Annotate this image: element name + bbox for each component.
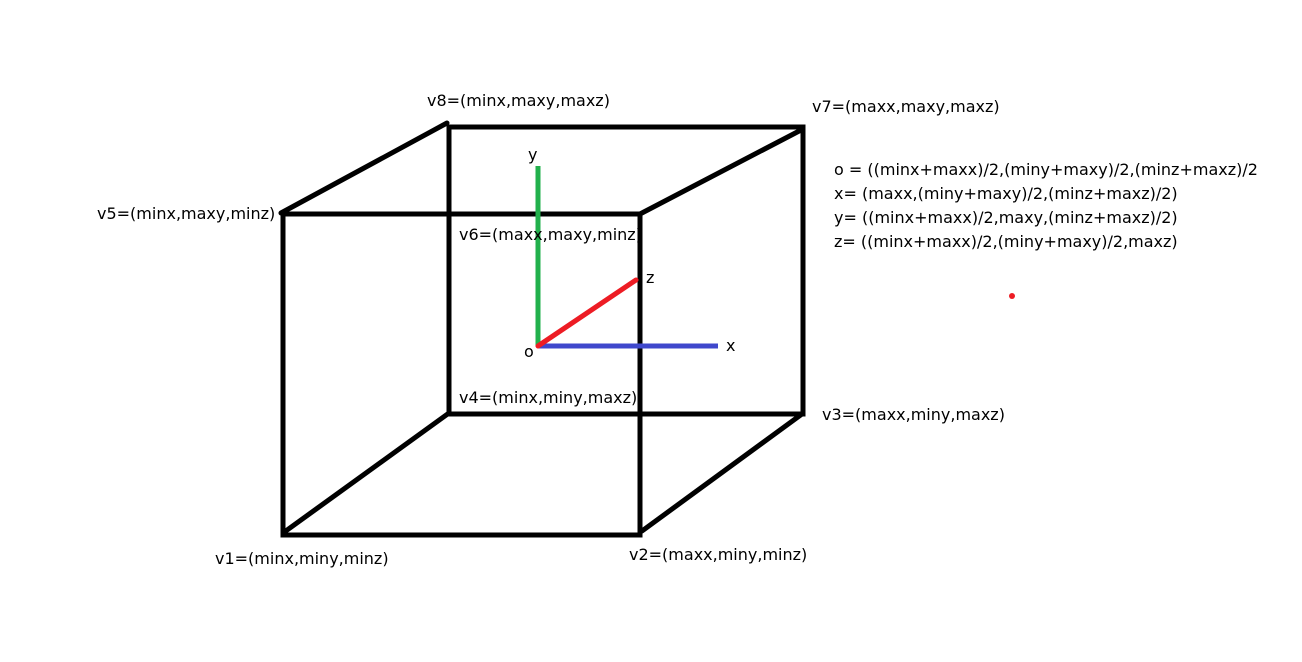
label-v4: v4=(minx,miny,maxz) xyxy=(459,388,638,407)
label-v5: v5=(minx,maxy,minz) xyxy=(97,204,276,223)
formula-x: x= (maxx,(miny+maxy)/2,(minz+maxz)/2) xyxy=(834,184,1178,203)
label-v7: v7=(maxx,maxy,maxz) xyxy=(812,97,1000,116)
red-dot xyxy=(1009,293,1015,299)
z-axis xyxy=(535,277,639,349)
back-face xyxy=(446,124,806,417)
formula-z: z= ((minx+maxx)/2,(miny+maxy)/2,maxz) xyxy=(834,232,1178,251)
label-v2: v2=(maxx,miny,minz) xyxy=(629,545,808,564)
label-v8: v8=(minx,maxy,maxz) xyxy=(427,91,610,110)
edge-v6-v7 xyxy=(637,126,806,217)
formula-o: o = ((minx+maxx)/2,(miny+maxy)/2,(minz+m… xyxy=(834,160,1258,179)
front-face xyxy=(280,211,643,538)
axis-label-x: x xyxy=(726,336,736,355)
axis-label-y: y xyxy=(528,145,538,164)
edge-v5-v8 xyxy=(278,120,450,216)
formula-y: y= ((minx+maxx)/2,maxy,(minz+maxz)/2) xyxy=(834,208,1178,227)
label-v6: v6=(maxx,maxy,minz) xyxy=(459,225,642,244)
edge-v2-v3 xyxy=(639,411,805,534)
axis-label-z: z xyxy=(646,268,655,287)
edge-v1-v4 xyxy=(280,410,452,536)
axis-label-origin: o xyxy=(524,342,534,361)
label-v3: v3=(maxx,miny,maxz) xyxy=(822,405,1005,424)
label-v1: v1=(minx,miny,minz) xyxy=(215,549,389,568)
